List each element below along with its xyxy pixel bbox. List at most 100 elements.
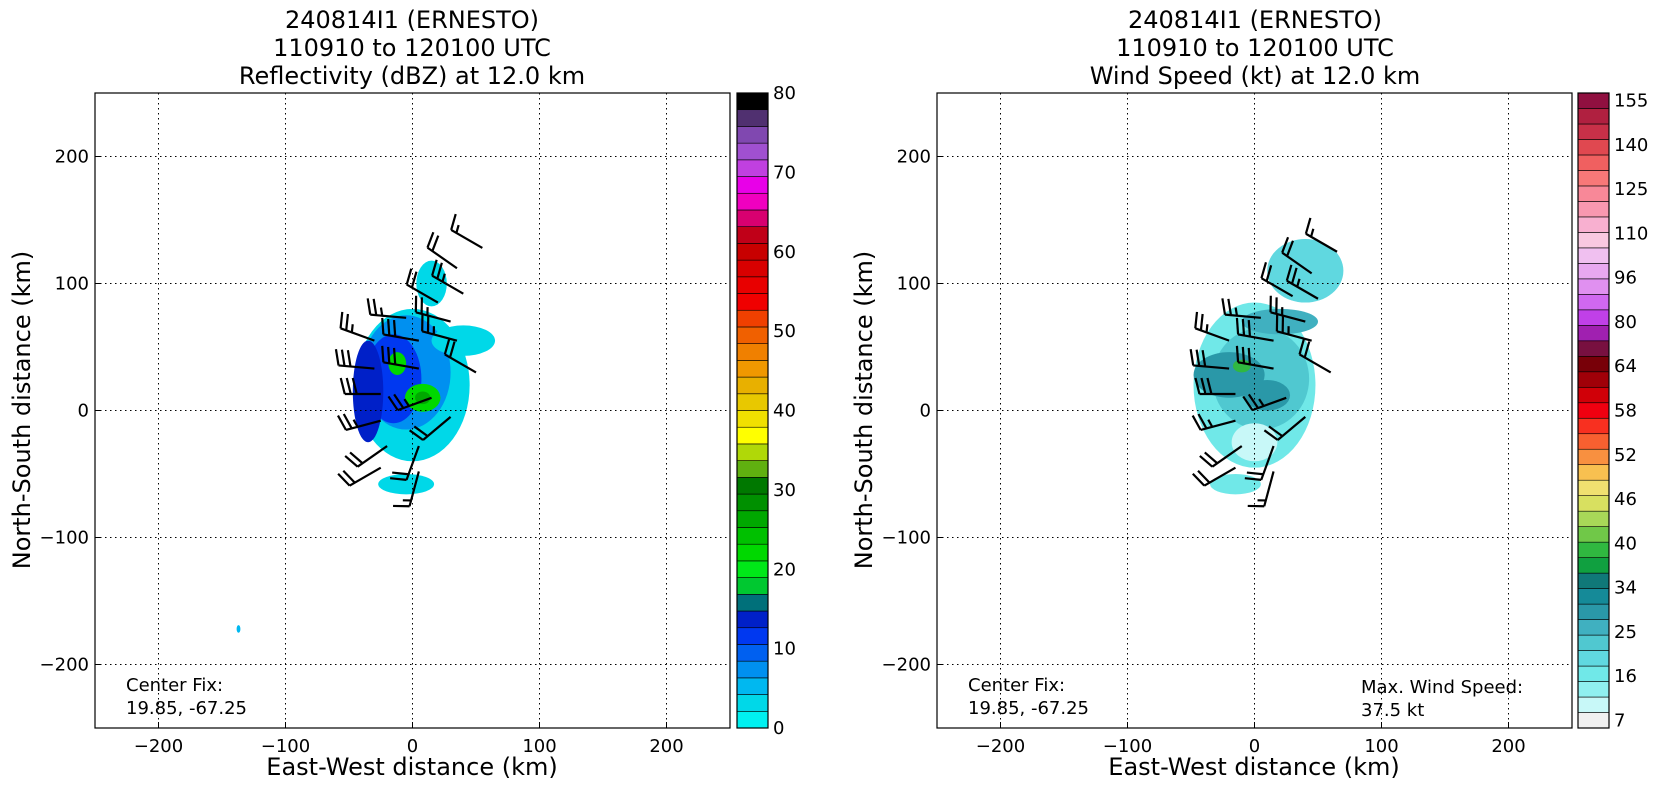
wind-x-tick-label: 200 bbox=[1491, 736, 1525, 757]
wind-title-line-3: Wind Speed (kt) at 12.0 km bbox=[1090, 62, 1421, 90]
wind-y-tick-label: 200 bbox=[897, 147, 931, 168]
wind-colorbar-segments bbox=[1577, 92, 1610, 729]
wind-wind-barb-feather bbox=[1191, 415, 1202, 431]
wind-colorbar-segment bbox=[1577, 139, 1610, 156]
reflectivity-colorbar-segment bbox=[736, 309, 769, 328]
reflectivity-wind-barb-feather bbox=[431, 259, 438, 276]
wind-colorbar-segment bbox=[1577, 526, 1610, 543]
wind-x-tick-label: 0 bbox=[1249, 736, 1260, 757]
wind-wind-barb-feather bbox=[1189, 348, 1195, 366]
reflectivity-colorbar-tick-label: 80 bbox=[773, 83, 796, 104]
reflectivity-x-tick-label: 200 bbox=[649, 736, 683, 757]
wind-wind-barb bbox=[1191, 413, 1236, 432]
wind-colorbar-segment bbox=[1577, 603, 1610, 620]
reflectivity-colorbar-segment bbox=[736, 326, 769, 344]
wind-wind-barb bbox=[1263, 416, 1307, 441]
wind-colorbar-segment bbox=[1577, 278, 1610, 295]
wind-plot-area bbox=[936, 92, 1573, 729]
wind-field-wind-northwest-band bbox=[1241, 308, 1318, 335]
wind-wind-barb bbox=[1285, 264, 1319, 300]
wind-wind-barb bbox=[1194, 311, 1230, 342]
reflectivity-colorbar-segment bbox=[736, 92, 769, 111]
reflectivity-colorbar-frame bbox=[736, 92, 769, 729]
reflectivity-wind-barb-feather bbox=[339, 377, 346, 395]
reflectivity-field-main-echo-band bbox=[352, 340, 384, 443]
reflectivity-title-line-1: 240814I1 (ERNESTO) bbox=[285, 6, 539, 34]
reflectivity-wind-barb-feather bbox=[392, 347, 397, 365]
wind-colorbar-segment bbox=[1577, 371, 1610, 388]
wind-colorbar-tick-label: 64 bbox=[1614, 356, 1637, 377]
reflectivity-plot-area bbox=[94, 92, 731, 729]
reflectivity-wind-barb bbox=[334, 348, 375, 370]
wind-colorbar-segment bbox=[1577, 417, 1610, 435]
reflectivity-colorbar-segment bbox=[736, 660, 769, 679]
reflectivity-wind-barb-half-feather bbox=[441, 273, 446, 282]
reflectivity-wind-barb-feather bbox=[436, 262, 443, 279]
reflectivity-wind-barb bbox=[390, 445, 420, 481]
wind-wind-barb bbox=[1244, 445, 1275, 481]
wind-wind-barb-feather bbox=[1265, 265, 1273, 282]
wind-colorbar-segment bbox=[1577, 309, 1610, 326]
reflectivity-title-line-3: Reflectivity (dBZ) at 12.0 km bbox=[239, 62, 585, 90]
reflectivity-wind-barb bbox=[426, 231, 458, 270]
wind-wind-barb bbox=[1235, 345, 1274, 370]
reflectivity-wind-barbs bbox=[334, 213, 483, 508]
wind-colorbar-tick-label: 25 bbox=[1614, 622, 1637, 643]
wind-colorbar-segment bbox=[1577, 650, 1610, 667]
wind-y-axis-label: North-South distance (km) bbox=[850, 251, 878, 570]
reflectivity-colorbar-tick-label: 10 bbox=[773, 639, 796, 660]
reflectivity-colorbar-segment bbox=[736, 426, 769, 445]
reflectivity-wind-barb-feather bbox=[345, 313, 350, 331]
reflectivity-colorbar-tick-label: 20 bbox=[773, 559, 796, 580]
wind-speed-panel: 240814I1 (ERNESTO) 110910 to 120100 UTC … bbox=[850, 6, 1648, 781]
reflectivity-wind-barb bbox=[450, 213, 483, 249]
reflectivity-wind-barb bbox=[381, 317, 420, 342]
wind-wind-barb-feather bbox=[1194, 377, 1201, 395]
wind-colorbar-tick-label: 58 bbox=[1614, 401, 1637, 422]
wind-x-tick-label: 100 bbox=[1364, 736, 1398, 757]
wind-field-wind-east-patch bbox=[1244, 380, 1291, 411]
reflectivity-colorbar-segment bbox=[736, 209, 769, 227]
wind-wind-barb bbox=[1221, 298, 1261, 319]
reflectivity-panel: 240814I1 (ERNESTO) 110910 to 120100 UTC … bbox=[8, 6, 796, 781]
reflectivity-wind-barb-feather bbox=[387, 318, 391, 336]
wind-wind-barb-feather bbox=[1201, 350, 1207, 367]
wind-wind-barb-feather bbox=[1221, 298, 1227, 315]
reflectivity-colorbar-tick-label: 50 bbox=[773, 321, 796, 342]
wind-wind-barb-feather bbox=[1197, 413, 1208, 429]
reflectivity-x-tick-label: 0 bbox=[407, 736, 418, 757]
wind-wind-barb-feather bbox=[1206, 377, 1213, 395]
wind-wind-barb-feather bbox=[1199, 455, 1214, 468]
reflectivity-wind-barb-shaft bbox=[431, 274, 464, 295]
wind-wind-barb bbox=[1242, 393, 1287, 412]
reflectivity-center-fix-label: Center Fix: bbox=[126, 675, 223, 696]
reflectivity-wind-barb-feather bbox=[342, 470, 356, 484]
reflectivity-wind-barb-feather bbox=[409, 429, 424, 441]
reflectivity-x-tick-label: 100 bbox=[522, 736, 556, 757]
wind-colorbar-segment bbox=[1577, 325, 1610, 342]
wind-y-tick-label: −100 bbox=[882, 528, 931, 549]
reflectivity-colorbar-segment bbox=[736, 510, 769, 528]
reflectivity-wind-barb-feather bbox=[349, 451, 364, 465]
reflectivity-field-south-tail bbox=[378, 474, 435, 495]
wind-wind-barb-half-feather bbox=[1296, 278, 1301, 288]
wind-wind-barb bbox=[1304, 217, 1338, 253]
wind-wind-barb-feather bbox=[1195, 349, 1201, 367]
wind-wind-barb bbox=[1281, 236, 1313, 275]
reflectivity-field-northeast-band bbox=[431, 325, 496, 356]
wind-wind-barb-feather bbox=[1204, 451, 1218, 465]
wind-title-line-2: 110910 to 120100 UTC bbox=[1116, 34, 1394, 62]
wind-field-wind-center-max bbox=[1232, 359, 1251, 373]
wind-wind-barb bbox=[1298, 338, 1332, 374]
wind-wind-barb-feather bbox=[1244, 477, 1262, 481]
reflectivity-colorbar-segment bbox=[736, 644, 769, 662]
reflectivity-colorbar-segment bbox=[736, 460, 769, 478]
reflectivity-wind-barb bbox=[366, 298, 407, 319]
reflectivity-field-convective-cell-2 bbox=[388, 352, 407, 375]
reflectivity-wind-barb bbox=[337, 413, 382, 432]
wind-wind-barb bbox=[1260, 262, 1294, 298]
reflectivity-colorbar-segment bbox=[736, 176, 769, 194]
wind-wind-barb-shaft bbox=[1224, 313, 1261, 319]
wind-wind-barb-feather bbox=[1194, 311, 1199, 329]
